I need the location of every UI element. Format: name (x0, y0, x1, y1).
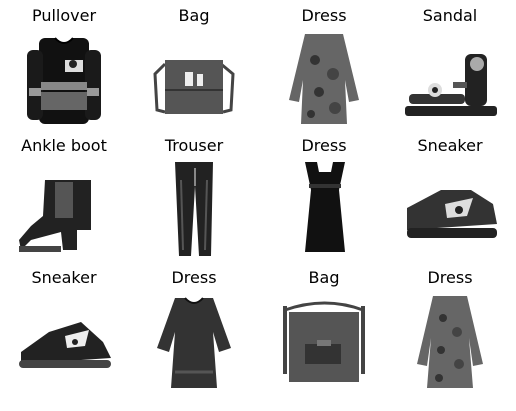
cell-label: Dress (301, 6, 347, 25)
grid-cell: Sandal (394, 0, 506, 130)
grid-cell: Ankle boot (8, 130, 120, 260)
sneaker-icon (401, 160, 499, 258)
cell-label: Bag (178, 6, 210, 25)
cell-label: Pullover (31, 6, 97, 25)
cell-label: Trouser (164, 136, 224, 155)
grid-cell: Dress (268, 130, 380, 260)
bag-icon (145, 30, 243, 128)
cell-label: Sandal (422, 6, 478, 25)
dress-icon (275, 30, 373, 128)
grid-cell: Dress (268, 0, 380, 130)
grid-cell: Bag (138, 0, 250, 130)
grid-cell: Dress (138, 262, 250, 392)
grid-cell: Trouser (138, 130, 250, 260)
cell-label: Dress (301, 136, 347, 155)
sandal-icon (401, 30, 499, 128)
cell-label: Ankle boot (21, 136, 107, 155)
grid-cell: Dress (394, 262, 506, 392)
grid-cell: Bag (268, 262, 380, 392)
dress-icon (275, 160, 373, 258)
trouser-icon (145, 160, 243, 258)
ankle-boot-icon (15, 160, 113, 258)
pullover-icon (15, 30, 113, 128)
grid-cell: Sneaker (394, 130, 506, 260)
sneaker-icon (15, 292, 113, 390)
cell-label: Sneaker (417, 136, 483, 155)
dress-icon (401, 292, 499, 390)
grid-cell: Sneaker (8, 262, 120, 392)
grid-cell: Pullover (8, 0, 120, 130)
bag-icon (275, 292, 373, 390)
cell-label: Sneaker (31, 268, 97, 287)
cell-label: Dress (171, 268, 217, 287)
cell-label: Dress (427, 268, 473, 287)
cell-label: Bag (308, 268, 340, 287)
dress-icon (145, 292, 243, 390)
